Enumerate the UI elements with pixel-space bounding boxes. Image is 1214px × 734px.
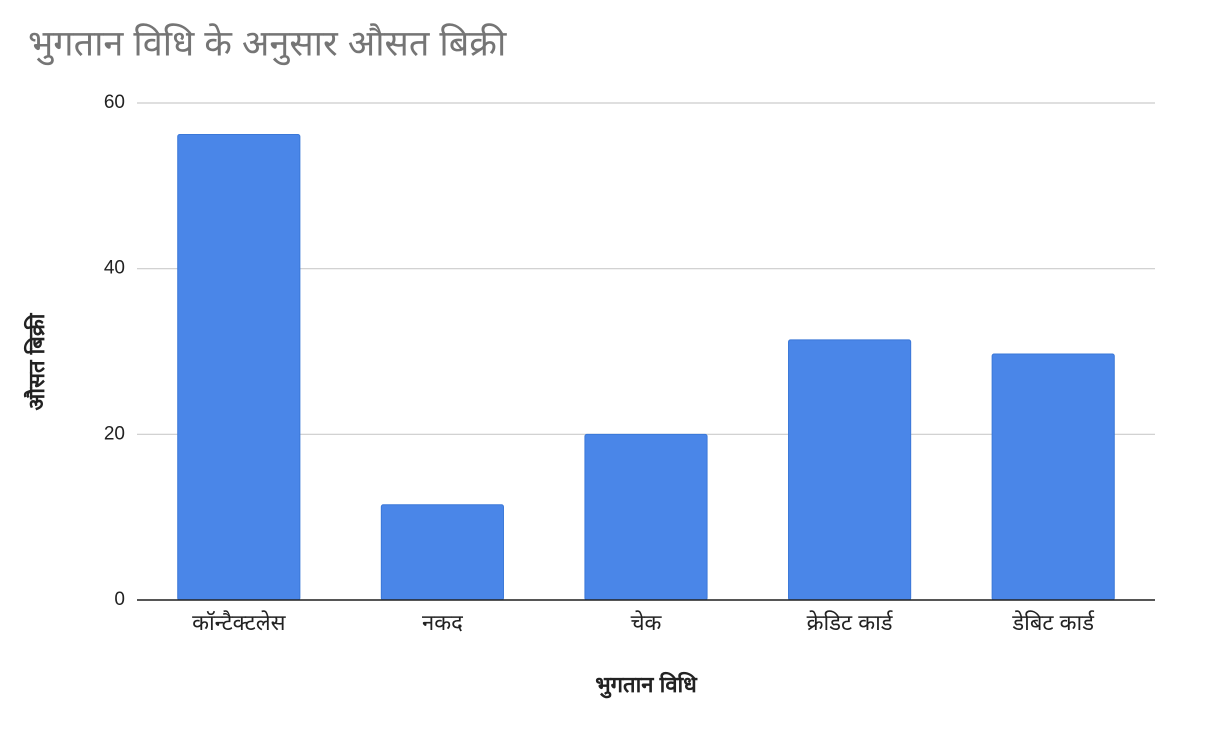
x-tick-label: डेबिट कार्ड (1011, 610, 1095, 635)
bar (177, 133, 301, 601)
x-axis-title: भुगतान विधि (595, 671, 698, 699)
y-tick-label: 0 (114, 589, 125, 610)
bar (380, 504, 504, 601)
bar (788, 339, 912, 601)
bar (991, 353, 1115, 601)
x-tick-label: चेक (631, 610, 663, 635)
y-tick-label: 20 (104, 423, 125, 444)
x-tick-label: क्रेडिट कार्ड (807, 610, 894, 635)
y-tick-label: 40 (104, 258, 125, 279)
bar (584, 433, 708, 601)
x-tick-label: कॉन्टैक्टलेस (192, 610, 287, 635)
chart-title: भुगतान विधि के अनुसार औसत बिक्री (28, 23, 507, 66)
x-tick-label: नकद (422, 610, 463, 635)
y-axis-title: औसत बिक्री (23, 312, 49, 410)
y-tick-label: 60 (104, 92, 125, 113)
